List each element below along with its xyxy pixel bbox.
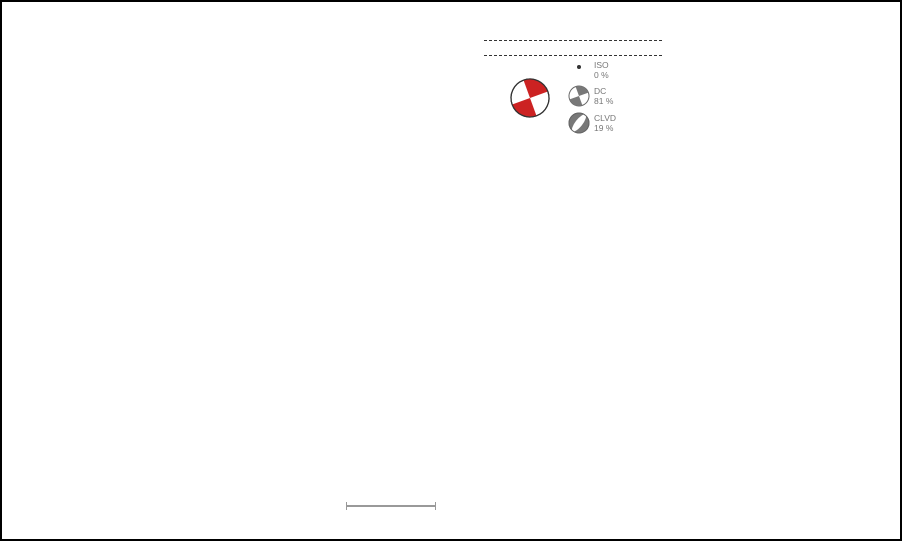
iso-pct: 0 % — [594, 70, 609, 80]
focal-mechanism-beachball: ISO 0 % DC 81 % CLVD 19 % — [510, 60, 616, 134]
iso-label: ISO — [594, 60, 609, 70]
misfit-reduction-chart — [628, 52, 902, 208]
clvd-pct: 19 % — [594, 123, 614, 133]
time-scalebar — [346, 502, 436, 512]
dc-pct: 81 % — [594, 96, 614, 106]
dc-label: DC — [594, 86, 606, 96]
misfit-legend — [439, 508, 446, 518]
clvd-icon — [568, 112, 590, 134]
scalebar-line — [346, 502, 436, 510]
iso-icon — [577, 65, 581, 69]
best-fit-solution-panel: ISO 0 % DC 81 % CLVD 19 % — [484, 12, 662, 141]
plane-table-header — [484, 38, 662, 41]
clvd-label: CLVD — [594, 113, 616, 123]
taiwan-station-map — [628, 214, 902, 526]
plane2-row — [484, 47, 662, 56]
dc-icon — [568, 85, 590, 107]
